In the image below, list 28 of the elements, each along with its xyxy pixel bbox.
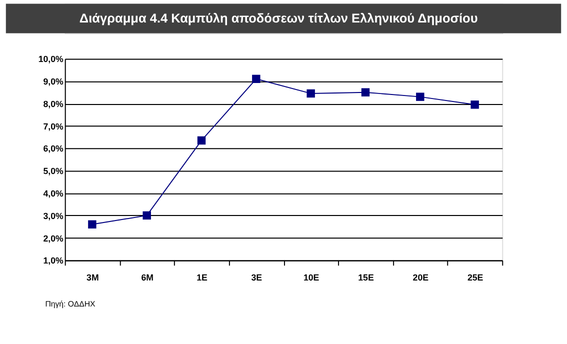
y-tick-label: 2,0%	[43, 233, 64, 244]
point	[252, 74, 260, 84]
point	[197, 136, 206, 145]
chart-title: Διάγραμμα 4.4 Καμπύλη αποδόσεων τίτλων Ελληνικού Δημοσίου	[79, 10, 478, 26]
point	[416, 92, 424, 101]
text: Πηγή: ΟΔΔΗΧ	[45, 299, 96, 308]
y-tick-label: 4,0%	[43, 188, 64, 198]
point	[306, 89, 315, 98]
point	[88, 220, 96, 229]
x-tick-label: 6M	[141, 272, 154, 282]
x-tick-label: 15E	[358, 272, 374, 282]
y-tick-label: 5,0%	[43, 166, 64, 176]
y-tick-label: 3,0%	[43, 210, 64, 221]
x-tick-label: 10E	[303, 272, 320, 282]
x-tick-label: 25E	[467, 272, 484, 282]
point	[142, 211, 151, 220]
x-tick-label: 3M	[86, 272, 99, 282]
x-tick-label: 3E	[251, 272, 262, 282]
y-tick-label: 8,0%	[43, 98, 64, 109]
y-tick-label: 9,0%	[43, 76, 64, 87]
y-tick-label: 1,0%	[43, 256, 64, 266]
point	[470, 100, 479, 109]
x-tick-label: 1E	[196, 272, 208, 282]
point	[361, 88, 370, 96]
y-tick-label: 10,0%	[38, 54, 64, 64]
x-tick-label: 20E	[412, 272, 429, 282]
y-tick-label: 6,0%	[43, 144, 64, 154]
y-tick-label: 7,0%	[43, 121, 64, 132]
